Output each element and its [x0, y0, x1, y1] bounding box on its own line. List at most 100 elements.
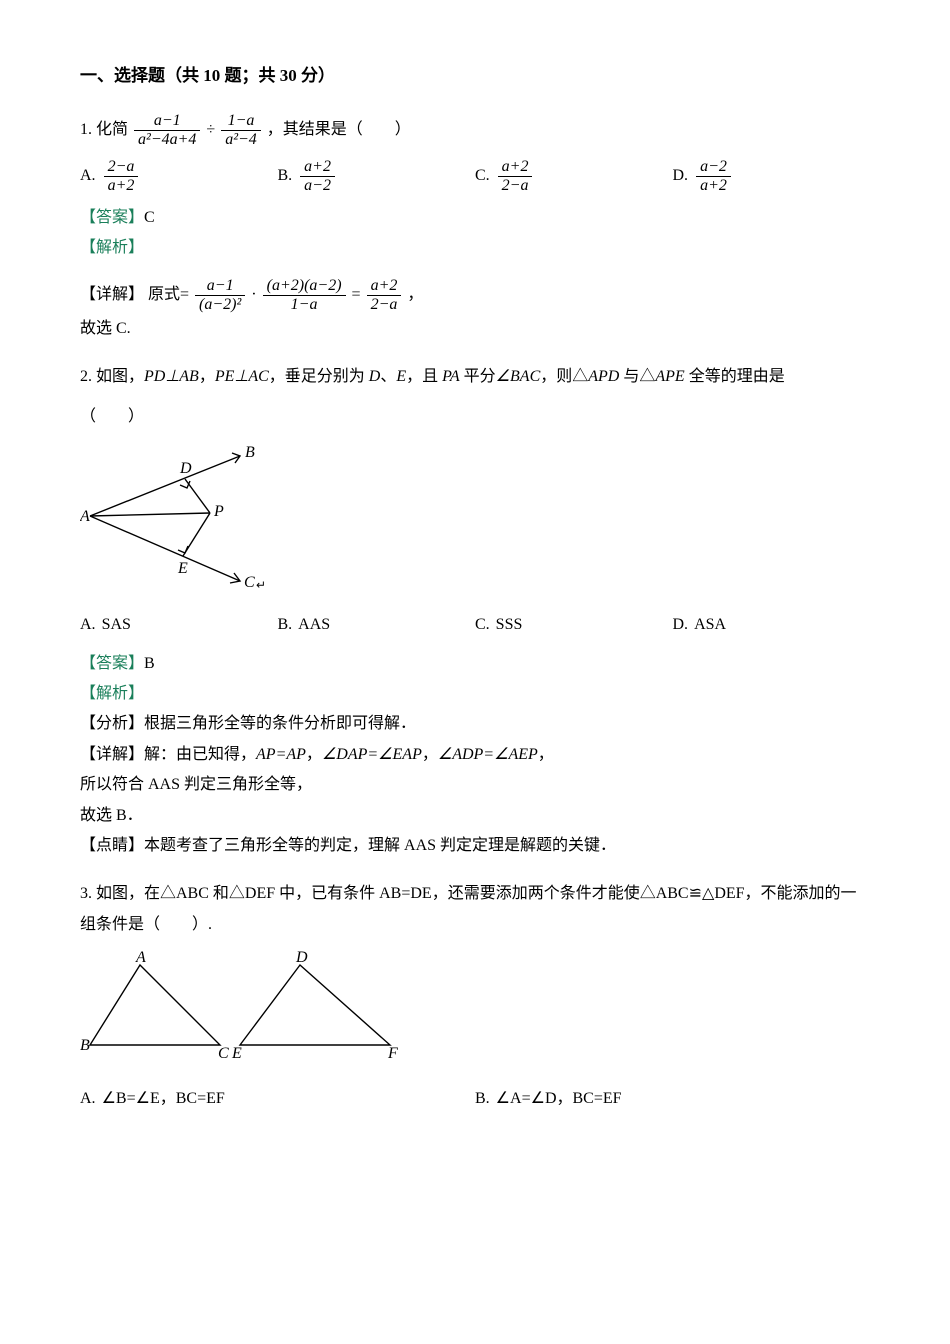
lbl-a: A [80, 508, 90, 525]
opt-text: SAS [102, 610, 131, 640]
q2-opt-a[interactable]: A.SAS [80, 610, 278, 640]
q1-conclude: 故选 C. [80, 314, 870, 344]
frac-den: a+2 [104, 176, 139, 195]
q1-opt-b-frac: a+2 a−2 [300, 158, 335, 194]
q2-dianjing: 【点睛】本题考查了三角形全等的判定，理解 AAS 判定定理是解题的关键． [80, 831, 870, 861]
opt-label: A. [80, 610, 96, 640]
q1-opt-d[interactable]: D. a−2 a+2 [673, 158, 871, 194]
q2-num: 2. [80, 368, 92, 385]
t: 、 [380, 368, 396, 385]
t: AP=AP [256, 746, 306, 763]
frac-den: a+2 [696, 176, 731, 195]
q3-options: A.∠B=∠E，BC=EF B. ∠A=∠D，BC=EF [80, 1080, 870, 1118]
t: ∠DAP=∠EAP [322, 746, 422, 763]
q1-answer: 【答案】C [80, 203, 870, 233]
frac-den: a−2 [300, 176, 335, 195]
t: D [369, 368, 381, 385]
answer-value: C [144, 209, 155, 226]
q1-analysis-label: 【解析】 [80, 233, 870, 263]
q1-pre: 化简 [96, 121, 128, 138]
t: E [396, 368, 406, 385]
opt-label: C. [475, 161, 490, 191]
q1-options: A. 2−a a+2 B. a+2 a−2 C. a+2 2−a D. a−2 [80, 158, 870, 194]
q3-figure: A B C D E F [80, 950, 870, 1071]
opt-label: B. [475, 1090, 490, 1107]
opt-label: B. [278, 610, 293, 640]
q1-stem: 1. 化简 a−1 a²−4a+4 ÷ 1−a a²−4 ，其结果是（ ） [80, 112, 870, 148]
q2-answer: 【答案】B [80, 649, 870, 679]
q2-detail: 【详解】解：由已知得，AP=AP，∠DAP=∠EAP，∠ADP=∠AEP， [80, 740, 870, 770]
detail-post: ， [407, 286, 423, 303]
detail-label: 【详解】 [80, 746, 144, 763]
q2-stem: 2. 如图，PD⊥AB，PE⊥AC，垂足分别为 D、E，且 PA 平分∠BAC，… [80, 362, 870, 392]
lbl-p: P [213, 503, 224, 520]
q1-d-f1: a−1 (a−2)² [195, 277, 245, 313]
q3-stem-text: 如图，在△ABC 和△DEF 中，已有条件 AB=DE，还需要添加两个条件才能使… [80, 885, 857, 932]
opt-text: SSS [496, 610, 523, 640]
q2-line2: 所以符合 AAS 判定三角形全等， [80, 770, 870, 800]
q1-opt-d-frac: a−2 a+2 [696, 158, 731, 194]
lbl-c: C [218, 1045, 229, 1060]
q1-opt-a[interactable]: A. 2−a a+2 [80, 158, 278, 194]
t: 与△ [619, 368, 655, 385]
frac-num: 2−a [104, 158, 139, 176]
opt-label: C. [475, 610, 490, 640]
answer-label: 【答案】 [80, 655, 144, 672]
t: PE⊥AC [215, 368, 269, 385]
lbl-e: E [177, 560, 188, 577]
q1-d-f2: (a+2)(a−2) 1−a [263, 277, 346, 313]
q3-num: 3. [80, 885, 92, 902]
q2-figure: A B C D E P ↵ [80, 441, 870, 602]
q1-opt-c-frac: a+2 2−a [498, 158, 533, 194]
dianjing-text: 本题考查了三角形全等的判定，理解 AAS 判定定理是解题的关键． [144, 837, 616, 854]
frac-num: a+2 [498, 158, 533, 176]
t: PD⊥AB [144, 368, 199, 385]
lbl-d: D [295, 950, 308, 966]
t: ， [422, 746, 438, 763]
q2-bracket: （ ） [80, 402, 870, 432]
q1-frac1-den: a²−4a+4 [134, 130, 200, 149]
q1-frac1-num: a−1 [134, 112, 200, 130]
eq: = [352, 286, 361, 303]
lbl-d: D [179, 460, 192, 477]
q2-options: A.SAS B.AAS C.SSS D.ASA [80, 610, 870, 640]
q2-opt-d[interactable]: D.ASA [673, 610, 871, 640]
q3-opt-a[interactable]: A.∠B=∠E，BC=EF [80, 1084, 475, 1114]
t: PA [442, 368, 459, 385]
frac-num: (a+2)(a−2) [263, 277, 346, 295]
q2-opt-c[interactable]: C.SSS [475, 610, 673, 640]
dot: · [251, 286, 256, 303]
q2-analysis-label: 【解析】 [80, 679, 870, 709]
opt-text: AAS [298, 610, 330, 640]
frac-den: 2−a [498, 176, 533, 195]
q3-opt-b[interactable]: B. ∠A=∠D，BC=EF [475, 1084, 870, 1114]
t: ， [199, 368, 215, 385]
opt-text: ∠B=∠E，BC=EF [102, 1090, 225, 1107]
opt-label: B. [278, 161, 293, 191]
detail-pre: 原式= [148, 286, 189, 303]
detail-label: 【详解】 [80, 286, 144, 303]
q2-line3: 故选 B． [80, 801, 870, 831]
t: ，垂足分别为 [269, 368, 369, 385]
lbl-e: E [231, 1045, 242, 1060]
q1-d-f3: a+2 2−a [367, 277, 402, 313]
fenxi-label: 【分析】 [80, 715, 144, 732]
section-title: 一、选择题（共 10 题；共 30 分） [80, 60, 870, 92]
q2-opt-b[interactable]: B.AAS [278, 610, 476, 640]
opt-text: ∠A=∠D，BC=EF [496, 1090, 622, 1107]
frac-den: (a−2)² [195, 295, 245, 314]
answer-value: B [144, 655, 155, 672]
lbl-f: F [387, 1045, 398, 1060]
t: ， [538, 746, 554, 763]
q1-frac2-num: 1−a [221, 112, 261, 130]
q1-opt-b[interactable]: B. a+2 a−2 [278, 158, 476, 194]
lbl-b: B [245, 444, 255, 461]
q2-fenxi: 【分析】根据三角形全等的条件分析即可得解． [80, 709, 870, 739]
frac-num: a+2 [367, 277, 402, 295]
q1-frac2: 1−a a²−4 [221, 112, 261, 148]
frac-den: 1−a [263, 295, 346, 314]
t: ，且 [406, 368, 442, 385]
frac-num: a−2 [696, 158, 731, 176]
opt-label: A. [80, 161, 96, 191]
q1-opt-c[interactable]: C. a+2 2−a [475, 158, 673, 194]
